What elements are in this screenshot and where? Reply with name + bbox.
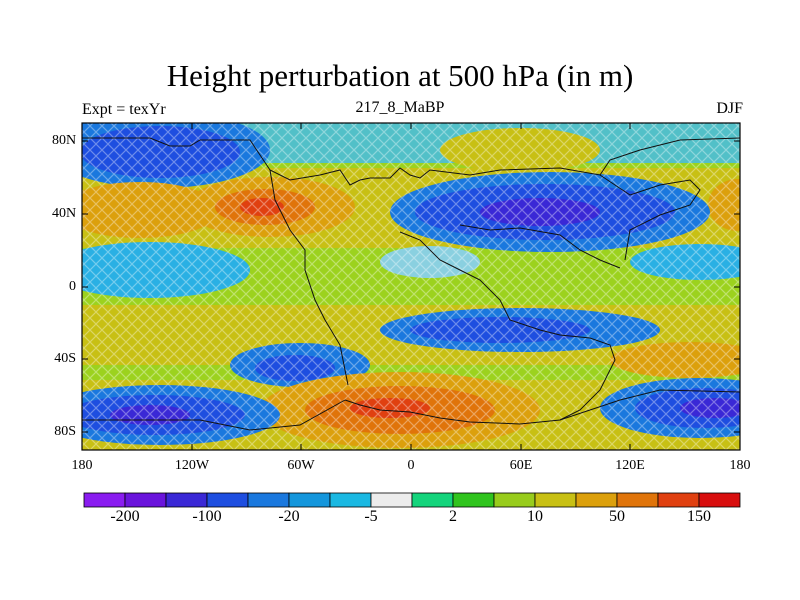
lon-label-0: 0 [407,458,415,473]
colorbar-label: -20 [278,508,300,525]
colorbar-label: 150 [687,508,711,525]
colorbar-swatch [411,492,454,508]
colorbar-swatch [698,492,741,508]
colorbar-label: -100 [192,508,222,525]
colorbar-swatch [616,492,659,508]
colorbar-swatch [370,492,413,508]
experiment-label: Expt = texYr [82,101,166,118]
colorbar-swatch [452,492,495,508]
colorbar-swatch [165,492,208,508]
colorbar-swatch [534,492,577,508]
colorbar-swatch [206,492,249,508]
lon-label-180e: 180 [729,458,751,473]
coastlines [82,137,740,431]
lon-label-60w: 60W [287,458,315,473]
lat-label-0: 0 [69,279,76,294]
lat-label-80s: 80S [54,424,76,439]
lat-label-40s: 40S [54,351,76,366]
colorbar [83,492,741,508]
lat-label-80n: 80N [52,133,77,148]
colorbar-swatch [575,492,618,508]
map-title: Height perturbation at 500 hPa (in m) [166,58,634,93]
colorbar-swatch [329,492,372,508]
colorbar-swatch [657,492,700,508]
lon-label-180w: 180 [71,458,93,473]
lat-label-40n: 40N [52,206,77,221]
colorbar-label: -5 [364,508,378,525]
lon-label-120w: 120W [174,458,210,473]
colorbar-swatch [288,492,331,508]
colorbar-swatch [493,492,536,508]
colorbar-swatch [247,492,290,508]
stipple-overlay [82,123,740,450]
height-field [82,123,740,450]
colorbar-label: 2 [449,508,457,525]
colorbar-swatch [124,492,167,508]
period-label: 217_8_MaBP [355,99,445,116]
colorbar-swatch [83,492,126,508]
lon-label-60e: 60E [509,458,533,473]
axis-ticks [81,123,741,450]
colorbar-label: 10 [527,508,543,525]
season-label: DJF [716,100,743,117]
colorbar-label: 50 [609,508,625,525]
lon-label-120e: 120E [615,458,645,473]
colorbar-label: -200 [110,508,140,525]
